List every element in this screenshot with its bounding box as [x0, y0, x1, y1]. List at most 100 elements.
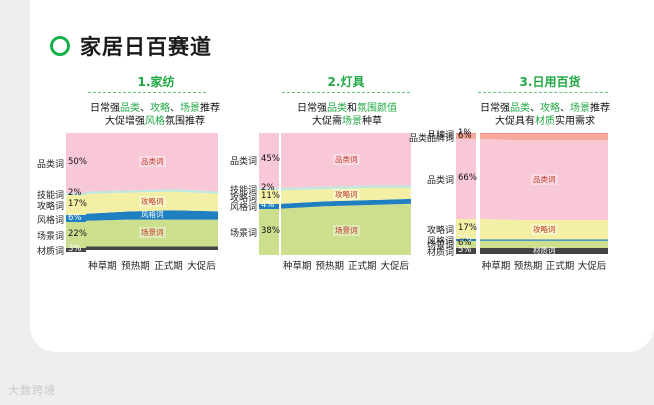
legend-swatch	[259, 190, 279, 204]
subtitle-text: 日常强	[480, 103, 510, 114]
legend-label: 品类词	[229, 157, 257, 168]
subtitle-text: 大促增强	[105, 116, 145, 127]
legend-swatch	[259, 208, 279, 255]
legend-swatch	[456, 218, 476, 240]
section-title: 家居日百赛道	[80, 35, 212, 59]
legend-label: 攻略词	[229, 194, 257, 205]
section-header: 家居日百赛道	[50, 34, 212, 59]
area-series-风格词	[480, 239, 608, 241]
x-tick-label: 种草期	[88, 261, 117, 272]
legend-label: 品类品牌词	[408, 133, 454, 144]
series-label: 场景词	[139, 227, 166, 239]
legend-label: 场景词	[229, 228, 257, 239]
x-tick-label: 大促后	[380, 261, 409, 272]
area-series-场景词	[86, 219, 218, 247]
subtitle-text: 推荐	[200, 103, 220, 114]
legend-swatch	[259, 187, 279, 191]
subtitle-highlight: 材质	[535, 116, 555, 127]
area-series-品牌词	[480, 133, 608, 135]
x-tick-label: 种草期	[282, 261, 312, 272]
percent-label: 11%	[261, 191, 280, 202]
percent-label: 2%	[68, 187, 82, 198]
percent-label: 4%	[261, 200, 275, 211]
panel-title: 3.日用百货	[519, 75, 581, 89]
subtitle-highlight: 氛围颜值	[357, 103, 397, 114]
subtitle-highlight: 风格	[145, 116, 165, 127]
percent-label: 45%	[261, 154, 280, 165]
area-series-品类词	[86, 133, 218, 192]
subtitle-text: 大促具有	[495, 116, 535, 127]
legend-swatch	[66, 192, 86, 195]
subtitle-text: 、	[170, 103, 180, 114]
subtitle-highlight: 品类	[327, 103, 347, 114]
legend-swatch	[66, 222, 86, 249]
x-tick-label: 预热期	[315, 261, 344, 272]
series-label: 攻略词	[531, 223, 558, 235]
panel-title: 1.家纺	[137, 75, 175, 89]
legend-label: 品类词	[426, 175, 454, 186]
legend-swatch	[66, 248, 86, 252]
series-label: 品类词	[531, 174, 558, 186]
legend-swatch	[66, 133, 86, 193]
x-tick-label: 种草期	[481, 261, 511, 272]
series-label: 风格词	[141, 210, 164, 220]
series-label: 攻略词	[333, 189, 360, 201]
subtitle-text: 日常强	[297, 103, 327, 114]
legend-label: 风格词	[36, 215, 64, 226]
legend-label: 品类词	[36, 159, 64, 170]
area-series-技能词	[86, 189, 218, 194]
x-tick-label: 正式期	[347, 261, 377, 272]
legend-swatch	[456, 139, 476, 219]
divider	[478, 92, 608, 93]
stacked-area-chart	[480, 133, 608, 254]
subtitle-highlight: 场景	[180, 103, 200, 114]
subtitle-text: 实用需求	[555, 116, 595, 127]
x-tick-label: 正式期	[545, 261, 575, 272]
percent-label: 1%	[458, 234, 472, 245]
area-series-品类品牌词	[480, 134, 608, 141]
percent-label: 6%	[68, 212, 82, 223]
legend-label: 场景词	[36, 232, 64, 243]
stacked-area-chart	[86, 133, 218, 250]
series-label: 品类词	[333, 153, 360, 165]
legend-label: 材质词	[36, 247, 64, 258]
area-series-攻略词	[86, 191, 218, 214]
legend-swatch	[456, 133, 476, 135]
subtitle-highlight: 场景	[570, 103, 590, 114]
subtitle-text: 氛围推荐	[165, 116, 205, 127]
area-series-品类词	[281, 133, 411, 188]
percent-label: 1%	[458, 127, 472, 138]
legend-swatch	[456, 239, 476, 241]
legend-label: 风格词	[229, 203, 257, 214]
subtitle-text: 和	[347, 103, 357, 114]
panel-subtitle-1: 日常强品类、攻略、场景推荐	[70, 99, 240, 114]
series-label: 品类词	[139, 155, 166, 167]
percent-label: 5%	[458, 244, 472, 255]
area-series-技能词	[281, 185, 411, 191]
legend-label: 品牌词	[426, 130, 454, 141]
x-tick-label: 大促后	[577, 261, 607, 272]
subtitle-text: 日常强	[90, 103, 120, 114]
divider	[282, 92, 410, 93]
series-label: 材质词	[533, 245, 556, 255]
area-series-攻略词	[281, 187, 411, 204]
legend-label: 材质词	[426, 247, 454, 258]
area-series-风格词	[281, 198, 411, 209]
percent-label: 66%	[458, 172, 477, 183]
subtitle-text: 种草	[362, 116, 382, 127]
panel-subtitle-2: 大促增强风格氛围推荐	[70, 112, 240, 127]
subtitle-text: 推荐	[590, 103, 610, 114]
percent-label: 2%	[261, 183, 275, 194]
legend-label: 技能词	[229, 186, 257, 197]
percent-label: 17%	[458, 223, 477, 234]
subtitle-text: 大促需	[312, 116, 342, 127]
subtitle-highlight: 品类	[510, 103, 530, 114]
subtitle-highlight: 场景	[342, 116, 362, 127]
legend-label: 攻略词	[36, 201, 64, 212]
percent-label: 22%	[68, 229, 87, 240]
legend-label: 技能词	[36, 190, 64, 201]
series-label: 攻略词	[139, 196, 166, 208]
legend-label: 场景词	[426, 241, 454, 252]
legend-swatch	[66, 215, 86, 223]
area-series-品类词	[480, 139, 608, 221]
